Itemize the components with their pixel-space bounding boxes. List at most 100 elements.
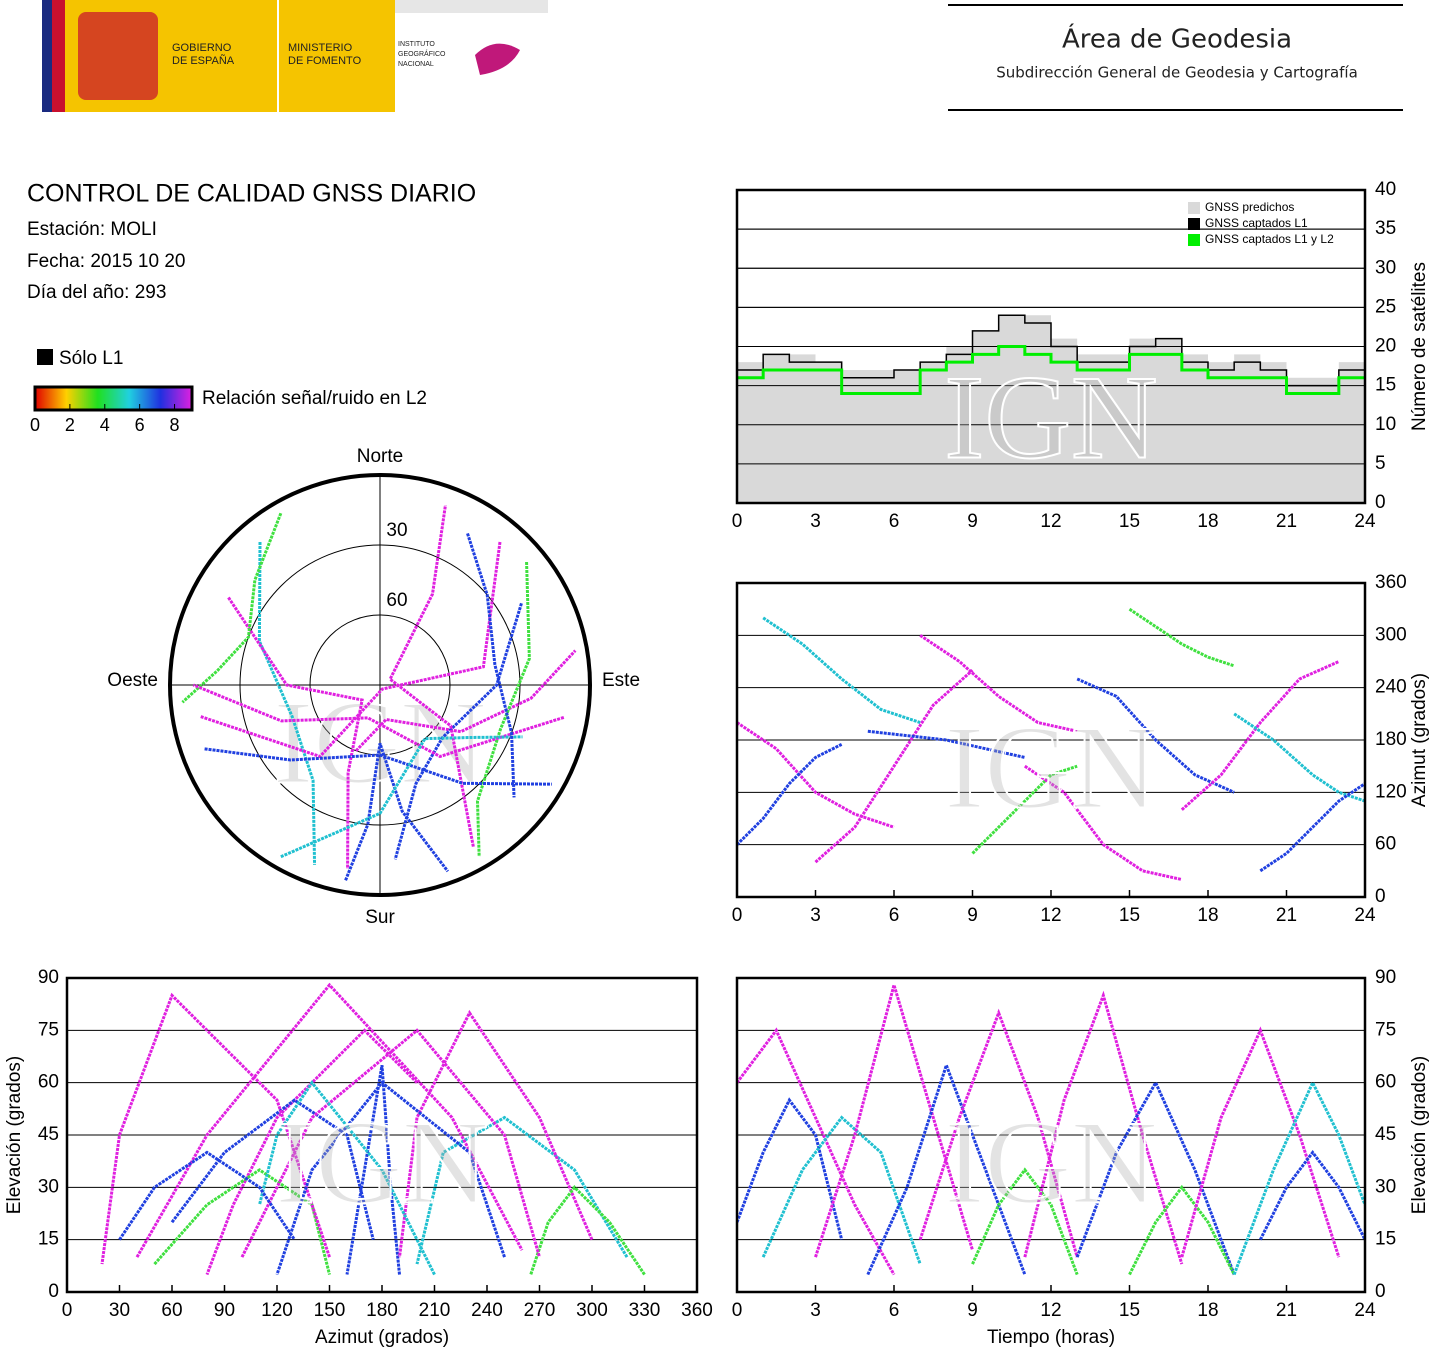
satellite-track [1023, 764, 1183, 882]
x-tick-label: 12 [1040, 1300, 1061, 1321]
y-axis-label: Elevación (grados) [4, 1056, 25, 1214]
logo-text: GOBIERNO DE ESPAÑA [172, 42, 235, 67]
y-tick-label: 0 [1375, 886, 1386, 907]
plot-frame [65, 976, 699, 1294]
direction-label: Norte [357, 446, 403, 467]
y-tick-label: 0 [48, 1281, 59, 1302]
satellite-track [1259, 782, 1365, 873]
direction-label: Oeste [107, 670, 158, 691]
x-tick-label: 24 [1354, 1300, 1376, 1321]
date: Fecha: 2015 10 20 [27, 251, 185, 272]
logo-text-box: GOBIERNO DE ESPAÑA [172, 42, 235, 67]
plot: 0 60 120 180 240 300 360 0 3 6 9 12 15 18 21 24 Azimut (… [732, 572, 1430, 926]
l1-swatch [37, 349, 53, 365]
x-axis-label: Azimut (grados) [315, 1327, 449, 1348]
y-tick-label: 30 [1375, 1176, 1396, 1197]
header-subtitle: Subdirección General de Geodesia y Carto… [996, 64, 1358, 82]
y-tick-label: 40 [1375, 179, 1396, 200]
sky-track [475, 561, 531, 857]
x-tick-label: 24 [1354, 511, 1376, 532]
x-tick-label: 18 [1197, 905, 1218, 926]
x-axis-label: Tiempo (horas) [987, 1327, 1115, 1348]
y-tick-label: 20 [1375, 336, 1396, 357]
x-tick-label: 21 [1276, 905, 1297, 926]
satellite-track [205, 1028, 419, 1276]
plot-area [737, 607, 1365, 882]
plot: 0 15 30 45 60 75 90 0 3 6 9 12 15 18 21 24 Tiempo (horas… [732, 967, 1430, 1348]
x-tick-label: 0 [62, 1300, 73, 1321]
x-tick-label: 0 [732, 1300, 743, 1321]
satellite-track [1128, 607, 1235, 668]
colorbar-tick-label: 2 [65, 415, 75, 435]
y-tick-label: 35 [1375, 218, 1396, 239]
y-axis-label: Número de satélites [1409, 262, 1430, 431]
y-tick-label: 90 [38, 967, 59, 988]
y-tick-label: 15 [1375, 1229, 1396, 1250]
plot-frame [735, 581, 1367, 899]
x-tick-label: 9 [967, 1300, 978, 1321]
x-tick-label: 270 [524, 1300, 556, 1321]
y-tick-label: 180 [1375, 729, 1407, 750]
y-axis-label: Azimut (grados) [1409, 673, 1430, 807]
logo-text: INSTITUTO GEOGRÁFICO NACIONAL [398, 41, 446, 68]
satellite-track [529, 1185, 646, 1276]
x-tick-label: 18 [1197, 511, 1218, 532]
sky-track [257, 541, 317, 865]
satellite-track [1258, 1149, 1365, 1241]
direction-label: Sur [365, 907, 395, 928]
satellite-track [1076, 677, 1235, 794]
satellite-track [345, 1064, 401, 1275]
y-tick-label: 30 [38, 1176, 59, 1197]
y-tick-label: 240 [1375, 677, 1407, 698]
satellite-track [737, 721, 895, 829]
satellite-track [761, 1115, 922, 1265]
y-tick-label: 90 [1375, 967, 1396, 988]
horizon [168, 473, 592, 897]
x-tick-label: 6 [889, 1300, 900, 1321]
satellite-track [971, 1167, 1079, 1276]
legend-swatch [1188, 202, 1200, 214]
satellite-track [1023, 990, 1184, 1265]
x-tick-label: 180 [366, 1300, 398, 1321]
x-tick-label: 360 [681, 1300, 713, 1321]
x-tick-label: 60 [161, 1300, 182, 1321]
divider [277, 0, 279, 112]
satellite-track [240, 1028, 541, 1258]
sky-track [280, 735, 523, 859]
x-tick-label: 6 [889, 511, 900, 532]
x-tick-label: 6 [889, 905, 900, 926]
sky-track [354, 649, 577, 752]
station: Estación: MOLI [27, 219, 157, 240]
sky-track [204, 747, 552, 786]
cnig-logo [475, 43, 520, 75]
satellite-track [1075, 1079, 1236, 1276]
x-tick-label: 120 [261, 1300, 293, 1321]
y-tick-label: 15 [38, 1229, 59, 1250]
x-tick-label: 12 [1040, 905, 1061, 926]
y-tick-label: 25 [1375, 296, 1396, 317]
x-tick-label: 0 [732, 905, 743, 926]
y-tick-label: 60 [38, 1072, 59, 1093]
direction-label: Este [602, 670, 640, 691]
report-title: CONTROL DE CALIDAD GNSS DIARIO [27, 180, 476, 208]
y-tick-label: 75 [38, 1019, 59, 1040]
satellite-track [919, 634, 1078, 733]
ring-label: 30 [386, 520, 407, 541]
legend-label: GNSS captados L1 [1205, 216, 1308, 230]
satellite-track [737, 1097, 844, 1241]
satellite-track [918, 1008, 1079, 1258]
legend-swatch [1188, 218, 1200, 230]
x-tick-label: 0 [732, 511, 743, 532]
x-tick-label: 15 [1119, 905, 1140, 926]
satellite-track [118, 1150, 296, 1241]
y-tick-label: 5 [1375, 453, 1386, 474]
x-tick-label: 150 [314, 1300, 346, 1321]
satellite-track [1128, 1184, 1236, 1276]
x-tick-label: 3 [810, 511, 821, 532]
legend-label: GNSS predichos [1205, 200, 1294, 214]
watermark: IGN [273, 676, 486, 809]
y-tick-label: 0 [1375, 492, 1386, 513]
x-tick-label: 15 [1119, 511, 1140, 532]
y-tick-label: 120 [1375, 781, 1407, 802]
